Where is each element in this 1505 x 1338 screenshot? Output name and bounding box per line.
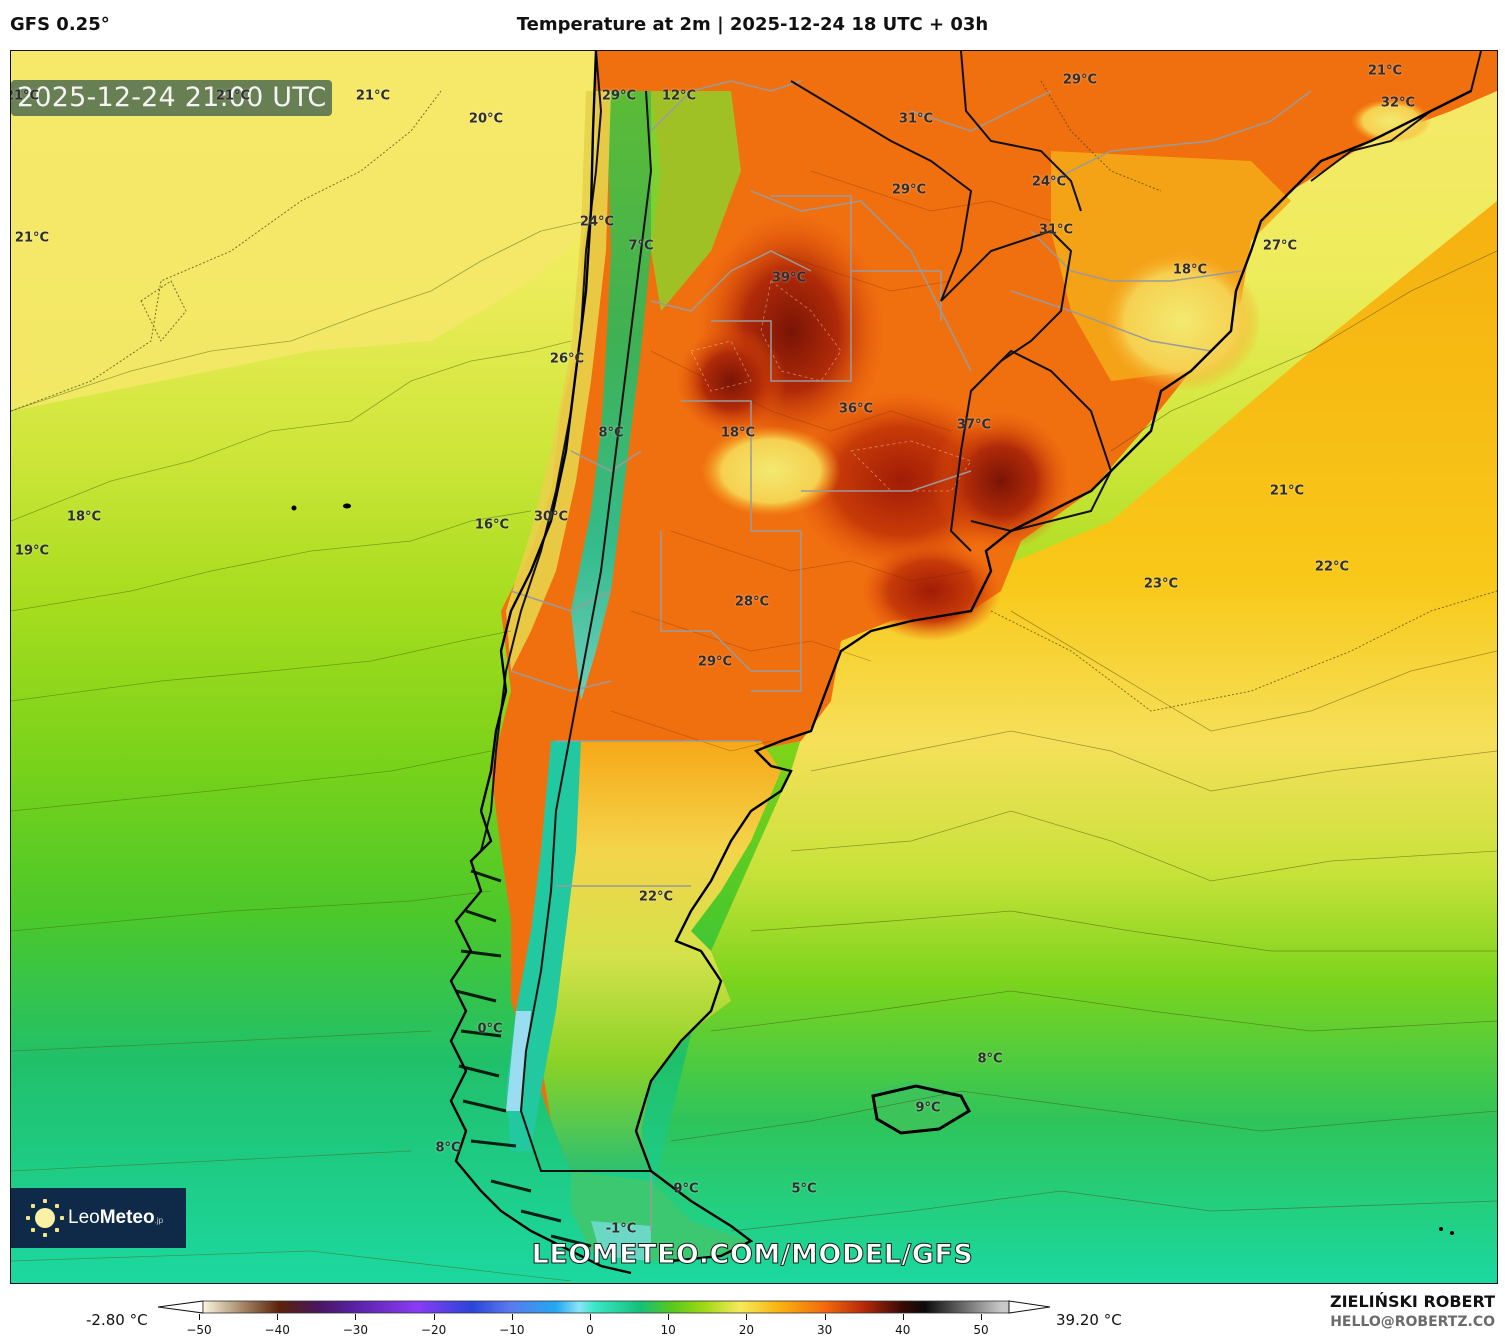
temperature-label: -1°C [605,1221,637,1237]
temperature-label: 36°C [838,401,874,417]
colorbar-tick [981,1314,982,1320]
temperature-label: 0°C [477,1021,503,1037]
temperature-label: 21°C [11,88,40,104]
colorbar-tick [433,1314,435,1320]
colorbar-tick-label: 0 [586,1323,594,1337]
map-field [11,51,1497,1283]
colorbar-tick [511,1314,513,1320]
colorbar-tick-label: −10 [499,1323,525,1337]
colorbar-tick-label: 30 [816,1323,833,1337]
colorbar-tick [824,1314,826,1320]
temperature-label: 27°C [1262,238,1298,254]
temperature-label: 18°C [1172,262,1208,278]
colorbar-tick-label: 20 [738,1323,755,1337]
temperature-colorbar [158,1300,1051,1314]
colorbar-max-label: 39.20 °C [1056,1311,1122,1329]
temperature-label: 5°C [791,1181,817,1197]
colorbar-tick-label: −20 [420,1323,447,1337]
temperature-label: 29°C [601,88,637,104]
colorbar-tick [277,1314,279,1320]
colorbar-tick [199,1314,200,1320]
temperature-label: 29°C [1062,72,1098,88]
colorbar-tick [746,1314,748,1320]
colorbar-tick-label: 40 [895,1323,911,1337]
colorbar-min-label: -2.80 °C [86,1311,148,1329]
temperature-label: 22°C [638,889,674,905]
temperature-label: 19°C [14,543,50,559]
temperature-label: 18°C [66,509,102,525]
colorbar-tick-label: −30 [342,1323,369,1337]
temperature-label: 8°C [435,1140,461,1156]
temperature-label: 29°C [697,654,733,670]
temperature-label: 8°C [598,425,624,441]
colorbar-ticks: −50 −40 −30 −20 −10 0 10 20 30 40 50 [0,1314,1505,1338]
temperature-label: 28°C [734,594,770,610]
temperature-label: 21°C [14,230,50,246]
temperature-label: 31°C [898,111,934,127]
temperature-label: 8°C [977,1051,1003,1067]
temperature-label: 24°C [1031,174,1067,190]
chart-title: Temperature at 2m | 2025-12-24 18 UTC + … [516,14,989,35]
logo-text: LeoMeteo.jp [68,1207,164,1228]
temperature-label: 30°C [533,509,569,525]
colorbar-tick [902,1314,904,1320]
colorbar-tick-label: −40 [264,1323,290,1337]
temperature-label: 7°C [628,238,654,254]
colorbar-tick [668,1314,670,1320]
temperature-label: 21°C [215,88,251,104]
temperature-label: 12°C [661,88,697,104]
temperature-map[interactable]: 2025-12-24 21:00 UTC 21°C 20°C 21°C 21°C 21°… [10,50,1498,1284]
colorbar-tick-label: 50 [973,1323,989,1337]
temperature-label: 21°C [1367,63,1403,79]
temperature-label: 29°C [891,182,927,198]
website-watermark: LEOMETEO.COM/MODEL/GFS [531,1239,974,1271]
temperature-label: 18°C [720,425,756,441]
temperature-label: 16°C [474,517,510,533]
temperature-label: 39°C [771,270,807,286]
model-name: GFS 0.25° [10,14,110,35]
colorbar-tick-label: 10 [660,1323,676,1337]
author-email[interactable]: HELLO@ROBERTZ.CO [1330,1314,1495,1330]
temperature-label: 9°C [915,1100,941,1116]
temperature-label: 22°C [1314,559,1350,575]
temperature-label: 23°C [1143,576,1179,592]
leometeo-logo[interactable]: LeoMeteo.jp [11,1188,186,1248]
valid-time-badge: 2025-12-24 21:00 UTC [11,80,333,116]
colorbar-tick [590,1314,591,1320]
temperature-label: 32°C [1380,95,1416,111]
temperature-label: 21°C [1269,483,1305,499]
sun-icon [26,1199,64,1237]
colorbar-tick [355,1314,357,1320]
temperature-label: 24°C [579,214,615,230]
temperature-label: 20°C [468,111,504,127]
colorbar-tick-label: −50 [186,1323,212,1337]
temperature-label: 9°C [673,1181,699,1197]
temperature-label: 37°C [956,417,992,433]
temperature-label: 21°C [355,88,391,104]
temperature-label: 26°C [549,351,585,367]
author-name: ZIELIŃSKI ROBERT [1329,1292,1495,1311]
temperature-label: 31°C [1038,222,1074,238]
